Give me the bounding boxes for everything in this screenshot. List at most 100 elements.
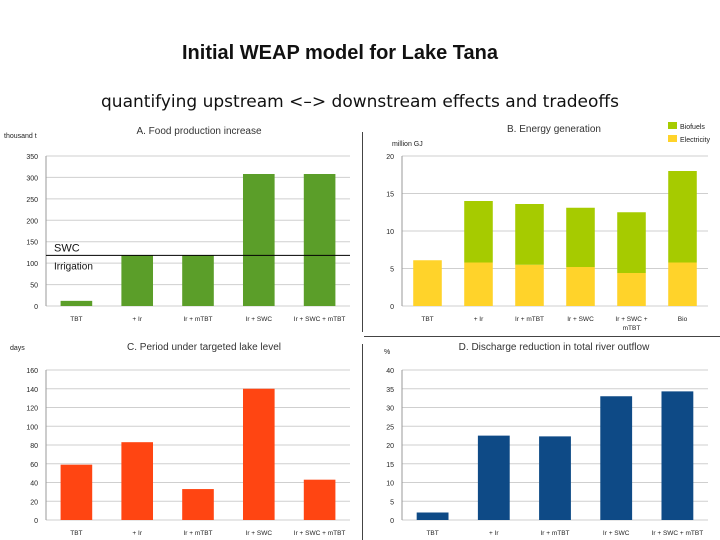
chart-food-production: thousand t A. Food production increase 0 50… — [4, 126, 350, 323]
y-tick-label: 10 — [386, 481, 394, 488]
y-tick-label: 80 — [30, 443, 38, 450]
y-tick-label: 350 — [26, 154, 38, 161]
reference-label-irrigation: Irrigation — [54, 261, 93, 272]
x-tick-label: + Ir — [132, 316, 142, 323]
bar — [182, 255, 214, 306]
y-tick-label: 0 — [390, 304, 394, 311]
x-tick-label: + Ir — [132, 530, 142, 537]
bar-electricity — [566, 267, 595, 306]
unit-label: % — [384, 349, 390, 356]
x-tick-label: TBT — [70, 530, 82, 537]
legend-swatch-electricity — [668, 135, 677, 142]
x-tick-label: Ir + SWC — [246, 316, 273, 323]
y-tick-label: 20 — [386, 443, 394, 450]
reference-label-swc: SWC — [54, 242, 80, 254]
y-tick-label: 40 — [30, 481, 38, 488]
y-tick-label: 10 — [386, 229, 394, 236]
x-tick-label: + Ir — [474, 316, 484, 323]
bar — [539, 436, 571, 520]
y-tick-label: 15 — [386, 192, 394, 199]
unit-label: million GJ — [392, 141, 423, 148]
legend-swatch-biofuels — [668, 122, 677, 129]
bar — [242, 388, 275, 520]
chart-title: A. Food production increase — [136, 126, 262, 137]
bar-biofuels — [464, 201, 493, 263]
y-tick-label: 200 — [26, 218, 38, 225]
x-tick-label: TBT — [70, 316, 82, 323]
panel-divider-vertical-top — [362, 132, 363, 332]
x-tick-label: Ir + SWC + mTBT — [652, 530, 704, 537]
bar-biofuels — [617, 212, 646, 273]
x-tick-label: Ir + SWC + mTBT — [615, 316, 647, 332]
x-tick-label: Ir + SWC — [246, 530, 273, 537]
bar — [242, 174, 275, 306]
x-tick-label: Ir + SWC + mTBT — [294, 530, 346, 537]
y-tick-label: 120 — [26, 406, 38, 413]
y-tick-label: 0 — [34, 518, 38, 525]
bar-electricity — [464, 262, 493, 306]
x-tick-label: Ir + SWC — [567, 316, 594, 323]
y-tick-label: 5 — [390, 499, 394, 506]
x-tick-label: Ir + SWC + mTBT — [294, 316, 346, 323]
x-tick-label: Bio — [678, 316, 688, 323]
y-tick-label: 150 — [26, 240, 38, 247]
bar — [477, 435, 510, 520]
chart-title: B. Energy generation — [507, 124, 601, 135]
x-tick-label: Ir + mTBT — [183, 316, 212, 323]
x-tick-label: Ir + mTBT — [540, 530, 569, 537]
y-tick-label: 15 — [386, 462, 394, 469]
y-tick-label: 30 — [386, 406, 394, 413]
y-tick-label: 40 — [386, 368, 394, 375]
y-tick-label: 5 — [390, 267, 394, 274]
bar-electricity — [668, 262, 697, 306]
y-tick-label: 250 — [26, 197, 38, 204]
x-tick-label: TBT — [426, 530, 438, 537]
y-tick-label: 25 — [386, 424, 394, 431]
y-tick-label: 140 — [26, 387, 38, 394]
y-tick-label: 0 — [390, 518, 394, 525]
y-tick-label: 50 — [30, 283, 38, 290]
x-tick-label: TBT — [421, 316, 433, 323]
slide-title: Initial WEAP model for Lake Tana — [182, 42, 498, 64]
y-tick-label: 100 — [26, 261, 38, 268]
y-tick-label: 35 — [386, 387, 394, 394]
chart-energy-generation: million GJ B. Energy generation 0 5 10 15 20 TB… — [386, 122, 710, 332]
bar — [121, 255, 154, 306]
y-tick-label: 300 — [26, 175, 38, 182]
bar-electricity — [413, 260, 442, 306]
bar-electricity — [515, 264, 544, 306]
bar-biofuels — [668, 171, 697, 263]
bar-biofuels — [515, 204, 544, 265]
bar — [303, 174, 336, 306]
bar — [60, 464, 93, 520]
unit-label: thousand t — [4, 133, 37, 140]
bar — [303, 479, 336, 520]
chart-discharge-reduction: % D. Discharge reduction in total river o… — [384, 342, 708, 537]
chart-title: D. Discharge reduction in total river ou… — [459, 342, 650, 353]
bar — [600, 396, 633, 520]
x-tick-label: + Ir — [489, 530, 499, 537]
chart-title: C. Period under targeted lake level — [127, 342, 281, 353]
unit-label: days — [10, 345, 25, 352]
legend-label-biofuels: Biofuels — [680, 124, 705, 131]
panel-divider-vertical-bottom — [362, 344, 363, 540]
bar — [60, 300, 93, 306]
y-tick-label: 160 — [26, 368, 38, 375]
bar — [416, 512, 449, 520]
slide-subtitle: quantifying upstream <–> downstream effe… — [101, 92, 619, 112]
x-tick-label: Ir + mTBT — [515, 316, 544, 323]
bar — [121, 442, 154, 520]
bar-biofuels — [566, 207, 595, 267]
bar — [182, 489, 214, 520]
legend-label-electricity: Electricity — [680, 137, 710, 144]
y-tick-label: 20 — [30, 499, 38, 506]
y-tick-label: 60 — [30, 462, 38, 469]
y-tick-label: 0 — [34, 304, 38, 311]
chart-lake-level-period: days C. Period under targeted lake level 0… — [10, 342, 350, 537]
y-tick-label: 20 — [386, 154, 394, 161]
y-tick-label: 100 — [26, 424, 38, 431]
x-tick-label: Ir + mTBT — [183, 530, 212, 537]
x-tick-label: Ir + SWC — [603, 530, 630, 537]
bar — [661, 391, 694, 520]
bar-electricity — [617, 273, 646, 306]
